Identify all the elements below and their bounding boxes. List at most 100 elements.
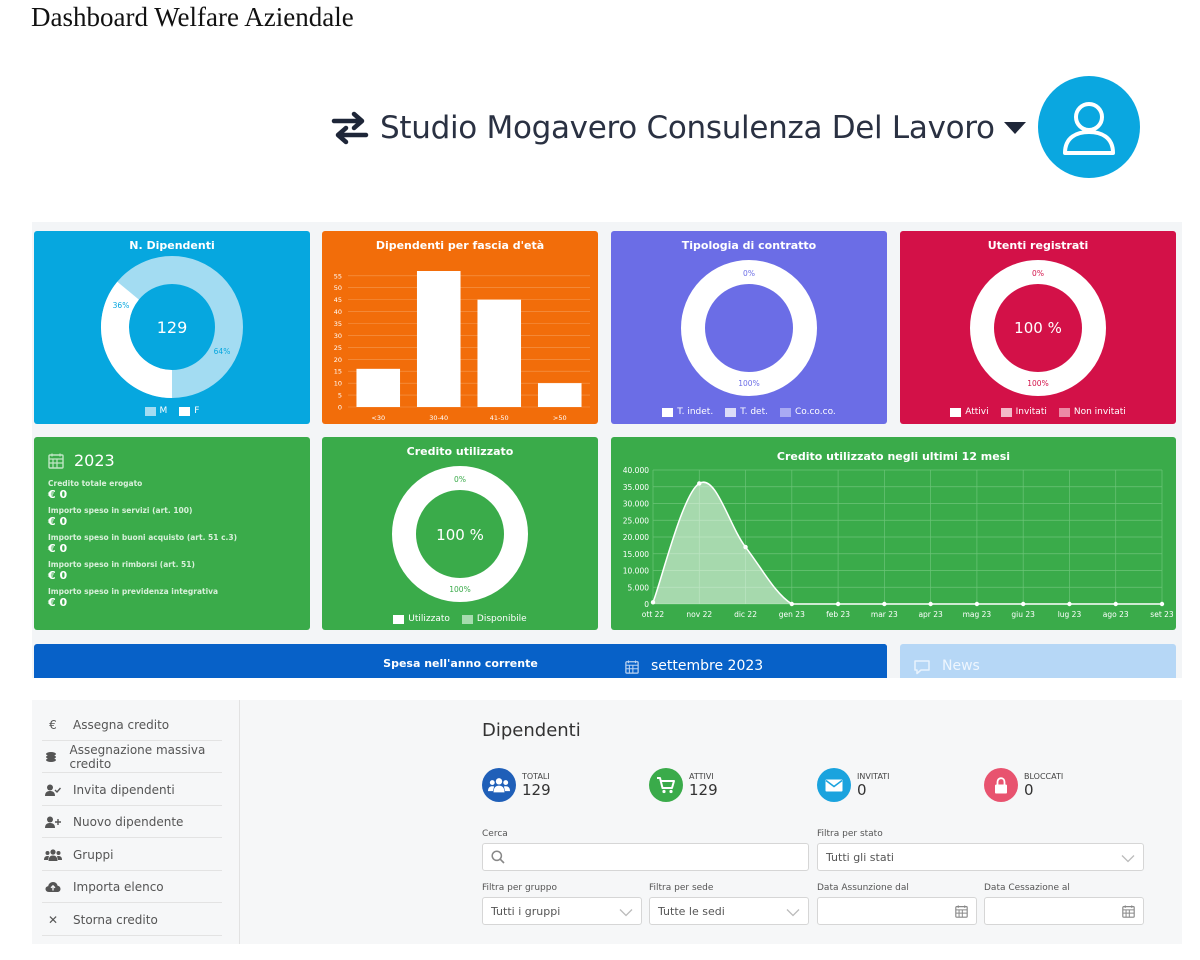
card-title: Credito utilizzato bbox=[406, 445, 514, 458]
stat-label: TOTALI bbox=[522, 771, 550, 781]
sidebar-item-nuovo-dipendente[interactable]: Nuovo dipendente bbox=[42, 806, 222, 838]
y-tick-label: 0 bbox=[644, 600, 649, 609]
page-title: Dashboard Welfare Aziendale bbox=[31, 2, 354, 32]
summary-label: Credito totale erogato bbox=[48, 479, 143, 488]
chevron-down-icon bbox=[619, 909, 633, 917]
section-title: Dipendenti bbox=[482, 720, 581, 741]
card-fascia-eta: Dipendenti per fascia d'età 55 50 45 40 35 30… bbox=[322, 231, 598, 424]
summary-label: Importo speso in servizi (art. 100) bbox=[48, 506, 193, 515]
x-tick-label: set 23 bbox=[1150, 610, 1174, 619]
assunzione-date-input[interactable] bbox=[817, 897, 977, 925]
x-tick-label: ott 22 bbox=[642, 610, 665, 619]
user-avatar-icon[interactable] bbox=[1038, 76, 1140, 178]
legend-label: Disponibile bbox=[476, 614, 527, 624]
donut-slice-attivi bbox=[970, 260, 1106, 396]
legend-label: Invitati bbox=[1015, 407, 1047, 417]
coins-icon bbox=[42, 751, 61, 763]
sidebar-item-gruppi[interactable]: Gruppi bbox=[42, 839, 222, 871]
stato-select[interactable]: Tutti gli stati bbox=[817, 843, 1144, 871]
sede-select[interactable]: Tutte le sedi bbox=[649, 897, 809, 925]
y-tick-label: 35 bbox=[334, 320, 342, 328]
stat-value: 129 bbox=[689, 780, 718, 799]
calendar-icon[interactable] bbox=[1122, 905, 1135, 918]
legend-item-utilizzato[interactable]: Utilizzato bbox=[393, 614, 450, 624]
cessazione-date-input[interactable] bbox=[984, 897, 1144, 925]
assunzione-label: Data Assunzione dal bbox=[817, 883, 909, 893]
y-tick-label: 5.000 bbox=[628, 583, 650, 592]
y-tick-label: 55 bbox=[334, 272, 342, 280]
search-label: Cerca bbox=[482, 829, 508, 839]
company-switcher[interactable]: Studio Mogavero Consulenza Del Lavoro bbox=[330, 100, 1027, 156]
y-tick-label: 20 bbox=[334, 356, 342, 364]
card-mese-corrente: settembre 2023 bbox=[611, 644, 887, 678]
donut-label-top: 0% bbox=[454, 475, 466, 484]
legend-item-t-det[interactable]: T. det. bbox=[725, 407, 768, 417]
donut-label-m: 36% bbox=[113, 301, 130, 310]
cloud-upload-icon bbox=[42, 881, 64, 893]
donut-chart-credito: 100 % 0% 100% bbox=[392, 466, 528, 602]
data-point-set 23 bbox=[1159, 601, 1165, 607]
donut-chart-dipendenti: 129 36% 64% bbox=[101, 256, 243, 398]
legend-item-disponibile[interactable]: Disponibile bbox=[461, 614, 527, 624]
card-title: N. Dipendenti bbox=[129, 239, 215, 252]
area-chart-credito: 40.000 35.000 30.000 25.000 20.000 15.000 10.0… bbox=[623, 466, 1174, 619]
legend-swatch bbox=[1058, 407, 1070, 417]
legend-item-non-invitati[interactable]: Non invitati bbox=[1058, 407, 1126, 417]
data-point-feb 23 bbox=[835, 601, 841, 607]
legend-item-f[interactable]: F bbox=[179, 406, 199, 416]
card-title: Credito utilizzato negli ultimi 12 mesi bbox=[776, 450, 1011, 463]
users-icon bbox=[42, 848, 64, 861]
stat-bloccati: BLOCCATI 0 bbox=[984, 768, 1063, 802]
sidebar-item-label: Importa elenco bbox=[73, 879, 164, 894]
data-point-gen 23 bbox=[789, 601, 795, 607]
search-icon bbox=[491, 850, 505, 864]
legend-label: Attivi bbox=[965, 407, 989, 417]
search-input[interactable] bbox=[482, 843, 809, 871]
legend-item-cococo[interactable]: Co.co.co. bbox=[779, 407, 836, 417]
summary-value: € 0 bbox=[48, 596, 68, 609]
stat-label: INVITATI bbox=[857, 771, 890, 781]
summary-value: € 0 bbox=[48, 542, 68, 555]
stat-value: 0 bbox=[857, 780, 867, 799]
sidebar-item-importa-elenco[interactable]: Importa elenco bbox=[42, 871, 222, 903]
legend-swatch bbox=[779, 407, 791, 417]
calendar-icon[interactable] bbox=[955, 905, 968, 918]
y-tick-label: 20.000 bbox=[623, 533, 649, 542]
legend-label: T. det. bbox=[740, 407, 768, 417]
bar-41-50 bbox=[477, 299, 522, 407]
legend-item-t-indet[interactable]: T. indet. bbox=[662, 407, 713, 417]
user-check-icon bbox=[42, 784, 64, 796]
swap-arrows-icon[interactable] bbox=[330, 108, 370, 148]
data-point-nov 22 bbox=[697, 481, 702, 486]
sidebar-item-assegnazione-massiva[interactable]: Assegnazione massiva credito bbox=[42, 741, 222, 773]
legend-item-invitati[interactable]: Invitati bbox=[1000, 407, 1047, 417]
bar->50 bbox=[537, 383, 582, 407]
sidebar-item-label: Nuovo dipendente bbox=[73, 814, 184, 829]
sidebar-actions: € Assegna credito Assegnazione massiva c… bbox=[32, 700, 240, 944]
sede-value: Tutte le sedi bbox=[658, 904, 725, 918]
legend: T. indet. T. det. Co.co.co. bbox=[611, 407, 887, 417]
sidebar-item-label: Storna credito bbox=[73, 912, 158, 927]
gruppo-select[interactable]: Tutti i gruppi bbox=[482, 897, 642, 925]
company-name[interactable]: Studio Mogavero Consulenza Del Lavoro bbox=[380, 110, 995, 146]
area-fill bbox=[653, 482, 1162, 604]
caret-down-icon[interactable] bbox=[1003, 121, 1027, 135]
times-icon: ✕ bbox=[47, 912, 59, 927]
legend-item-attivi[interactable]: Attivi bbox=[950, 407, 989, 417]
y-tick-label: 40 bbox=[334, 308, 342, 316]
lock-icon bbox=[984, 768, 1018, 802]
summary-value: € 0 bbox=[48, 569, 68, 582]
card-title: Dipendenti per fascia d'età bbox=[375, 239, 545, 252]
y-tick-label: 15 bbox=[334, 368, 342, 376]
envelope-icon bbox=[817, 768, 851, 802]
legend-swatch bbox=[393, 614, 405, 624]
donut-slice-m bbox=[101, 281, 173, 398]
x-tick-label: feb 23 bbox=[826, 610, 850, 619]
sidebar-item-invita-dipendenti[interactable]: Invita dipendenti bbox=[42, 774, 222, 806]
donut-chart-utenti: 100 % 0% 100% bbox=[970, 260, 1106, 396]
data-point-ago 23 bbox=[1113, 601, 1118, 607]
sidebar-item-assegna-credito[interactable]: € Assegna credito bbox=[42, 709, 222, 741]
legend-item-m[interactable]: M bbox=[144, 406, 167, 416]
users-icon bbox=[482, 768, 516, 802]
sidebar-item-storna-credito[interactable]: ✕ Storna credito bbox=[42, 904, 222, 936]
